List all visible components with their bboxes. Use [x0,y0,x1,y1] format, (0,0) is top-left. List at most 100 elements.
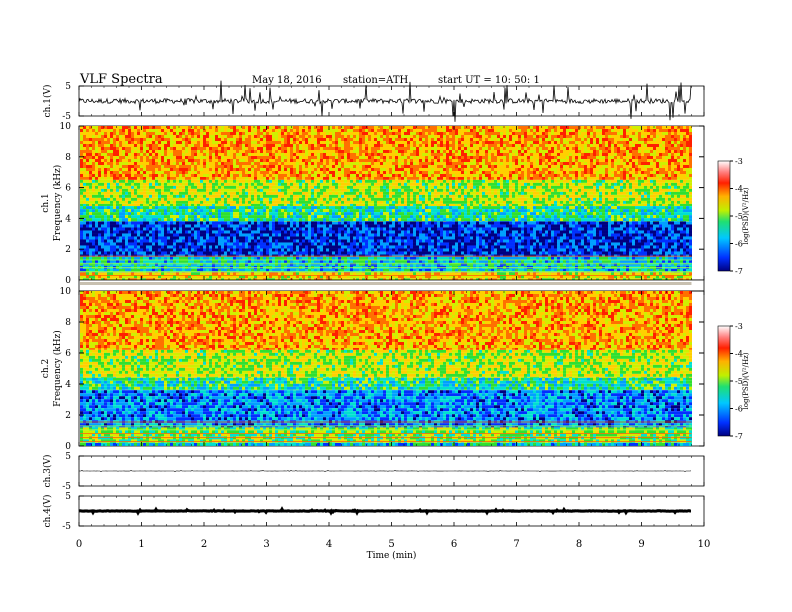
ch1-spectrogram-pixel [383,168,386,171]
ch1-spectrogram-pixel [353,153,356,156]
ch1-spectrogram-pixel [308,168,311,171]
ch1-spectrogram-pixel [566,156,569,159]
ch1-spectrogram-pixel [353,156,356,159]
ch1-spectrogram-pixel [674,165,677,168]
ch1-spectrogram-pixel [614,177,617,180]
ch1-spectrogram-pixel [638,141,641,144]
ch1-spectrogram-pixel [350,147,353,150]
ch1-spectrogram-pixel [119,195,122,198]
ch1-spectrogram-pixel [617,147,620,150]
ch1-spectrogram-pixel [473,195,476,198]
ch1-spectrogram-pixel [314,153,317,156]
ch1-spectrogram-pixel [308,183,311,186]
ch1-spectrogram-pixel [671,162,674,165]
ch1-spectrogram-pixel [134,192,137,195]
ch1-spectrogram-pixel [428,171,431,174]
ch1-spectrogram-pixel [680,147,683,150]
ch1-spectrogram-pixel [683,165,686,168]
ch1-spectrogram-pixel [584,135,587,138]
ch1-spectrogram-pixel [359,159,362,162]
ch1-spectrogram-pixel [617,153,620,156]
ch1-spectrogram-pixel [506,126,509,129]
ch1-spectrogram-pixel [638,132,641,135]
ch1-spectrogram-pixel [539,147,542,150]
ch1-spectrogram-pixel [140,153,143,156]
ch1-spectrogram-pixel [545,141,548,144]
ch1-spectrogram-pixel [497,129,500,132]
ch1-spectrogram-pixel [677,141,680,144]
ch1-waveform-ytick-label: 5 [65,82,71,92]
ch1-spectrogram-pixel [458,156,461,159]
ch1-spectrogram-pixel [182,177,185,180]
ch1-spectrogram-pixel [209,183,212,186]
ch1-spectrogram-pixel [554,177,557,180]
ch1-spectrogram-pixel [467,126,470,129]
ch1-spectrogram-pixel [443,174,446,177]
ch1-spectrogram-pixel [305,171,308,174]
ch1-spectrogram-pixel [146,174,149,177]
ch1-spectrogram-pixel [263,129,266,132]
ch1-spectrogram-pixel [296,159,299,162]
ch1-spectrogram-pixel [584,168,587,171]
ch1-spectrogram-pixel [143,198,146,201]
ch1-spectrogram-pixel [212,189,215,192]
ch1-spectrogram-pixel [602,126,605,129]
ch1-spectrogram-pixel [146,168,149,171]
ch1-spectrogram-pixel [527,177,530,180]
ch1-spectrogram-pixel [107,129,110,132]
ch1-spectrogram-pixel [608,144,611,147]
ch1-spectrogram-pixel [170,159,173,162]
ch1-spectrogram-pixel [446,135,449,138]
ch1-spectrogram-pixel [416,132,419,135]
ch1-spectrogram-pixel [143,126,146,129]
ch1-spectrogram-pixel [311,159,314,162]
ch1-spectrogram-pixel [602,132,605,135]
ch1-spectrogram-pixel [398,138,401,141]
ch1-spectrogram-pixel [143,135,146,138]
ch1-spectrogram-pixel [638,168,641,171]
ch1-spectrogram-pixel [575,147,578,150]
ch1-spectrogram-pixel [206,183,209,186]
ch1-spectrogram-pixel [155,156,158,159]
ch1-spectrogram-pixel [470,180,473,183]
ch1-spectrogram-pixel [350,126,353,129]
ch1-spectrogram-pixel [404,174,407,177]
ch1-spectrogram-pixel [302,141,305,144]
ch1-spectrogram-pixel [332,156,335,159]
ch1-spectrogram-pixel [458,186,461,189]
ch1-spectrogram-pixel [602,189,605,192]
ch1-spectrogram-pixel [578,171,581,174]
ch1-spectrogram-pixel [152,138,155,141]
ch1-spectrogram-pixel [365,174,368,177]
ch1-spectrogram-pixel [101,198,104,201]
ch1-spectrogram-pixel [176,159,179,162]
ch1-spectrogram-pixel [332,165,335,168]
ch1-spectrogram-pixel [86,189,89,192]
ch1-spectrogram-pixel [608,165,611,168]
ch1-spectrogram-pixel [488,171,491,174]
ch1-spectrogram-pixel [368,135,371,138]
ch1-spectrogram-pixel [329,186,332,189]
ch1-spectrogram-pixel [167,159,170,162]
ch1-spectrogram-pixel [116,183,119,186]
ch1-spectrogram-pixel [509,135,512,138]
ch1-spectrogram-pixel [638,138,641,141]
ch1-spectrogram-pixel [392,129,395,132]
ch1-spectrogram-pixel [680,141,683,144]
ch1-spectrogram-pixel [623,192,626,195]
ch1-spectrogram-pixel [608,168,611,171]
ch1-spectrogram-pixel [329,132,332,135]
ch1-spectrogram-pixel [137,180,140,183]
ch1-spectrogram-pixel [377,144,380,147]
ch1-spectrogram-pixel [434,144,437,147]
ch1-spectrogram-pixel [116,174,119,177]
ch1-spectrogram-pixel [182,147,185,150]
ch1-spectrogram-pixel [419,138,422,141]
ch1-spectrogram-pixel [536,180,539,183]
ch1-spectrogram-pixel [347,126,350,129]
ch1-spectrogram-pixel [497,132,500,135]
ch1-spectrogram-pixel [650,183,653,186]
ch1-spectrogram-pixel [161,180,164,183]
ch1-spectrogram-pixel [617,126,620,129]
